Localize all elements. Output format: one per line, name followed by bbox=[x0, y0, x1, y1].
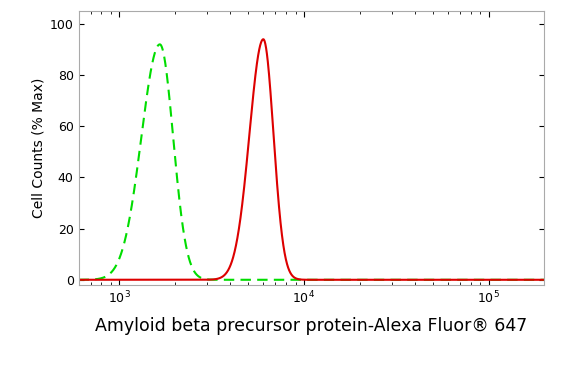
X-axis label: Amyloid beta precursor protein-Alexa Fluor® 647: Amyloid beta precursor protein-Alexa Flu… bbox=[95, 317, 527, 336]
Y-axis label: Cell Counts (% Max): Cell Counts (% Max) bbox=[31, 78, 45, 218]
